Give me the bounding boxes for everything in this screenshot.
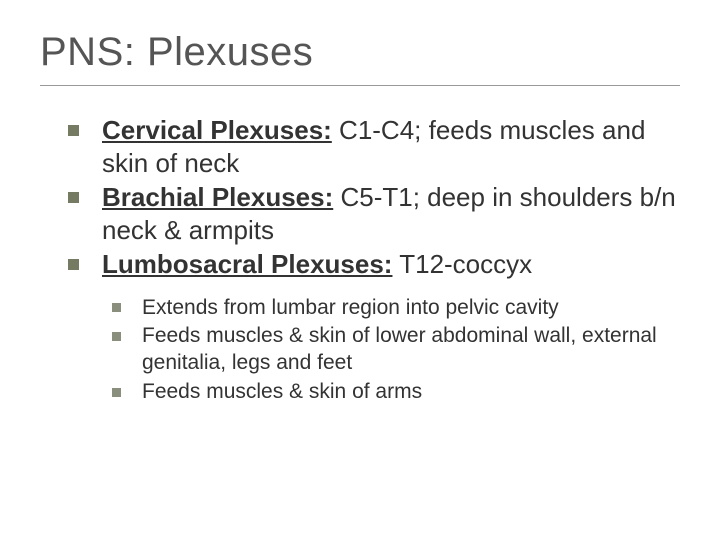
term: Cervical Plexuses:: [102, 115, 332, 145]
sub-item-text: Extends from lumbar region into pelvic c…: [142, 296, 559, 319]
sub-list-item: Extends from lumbar region into pelvic c…: [112, 295, 680, 322]
sub-list-item: Feeds muscles & skin of arms: [112, 379, 680, 406]
term: Lumbosacral Plexuses:: [102, 249, 392, 279]
slide: PNS: Plexuses Cervical Plexuses: C1-C4; …: [0, 0, 720, 540]
list-item: Lumbosacral Plexuses: T12-coccyx: [68, 248, 680, 281]
sub-list: Extends from lumbar region into pelvic c…: [40, 295, 680, 407]
sub-item-text: Feeds muscles & skin of arms: [142, 380, 422, 403]
main-list: Cervical Plexuses: C1-C4; feeds muscles …: [40, 114, 680, 281]
slide-title: PNS: Plexuses: [40, 30, 680, 86]
item-text: T12-coccyx: [392, 249, 532, 279]
list-item: Cervical Plexuses: C1-C4; feeds muscles …: [68, 114, 680, 179]
sub-list-item: Feeds muscles & skin of lower abdominal …: [112, 323, 680, 377]
list-item: Brachial Plexuses: C5-T1; deep in should…: [68, 181, 680, 246]
sub-item-text: Feeds muscles & skin of lower abdominal …: [142, 324, 657, 374]
term: Brachial Plexuses:: [102, 182, 333, 212]
